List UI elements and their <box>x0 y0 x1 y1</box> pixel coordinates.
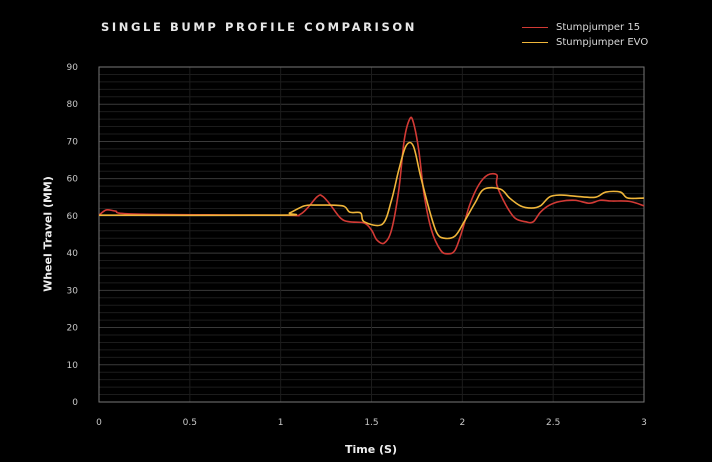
y-tick-label: 10 <box>67 361 79 371</box>
x-axis-label: Time (S) <box>344 443 398 456</box>
x-tick-label: 2 <box>459 418 465 428</box>
y-tick-label: 20 <box>67 324 79 334</box>
y-tick-label: 90 <box>67 63 79 73</box>
legend-swatch-red <box>522 26 548 29</box>
grid <box>98 66 645 403</box>
legend-swatch-yellow <box>522 41 548 44</box>
series-line-stumpjumper-15 <box>98 116 645 255</box>
y-tick-label: 70 <box>67 137 79 147</box>
legend-item-stumpjumper-15: Stumpjumper 15 <box>522 20 648 35</box>
x-tick-label: 2.5 <box>546 418 560 428</box>
y-tick-label: 80 <box>67 100 79 110</box>
y-tick-label: 0 <box>72 398 78 408</box>
x-tick-label: 1 <box>278 418 284 428</box>
x-tick-label: 1.5 <box>364 418 378 428</box>
tick-labels: 0 10 20 30 40 60 60 70 80 90 0 0.5 1 1.5 2 2.5 3 <box>67 63 647 428</box>
chart-title: SINGLE BUMP PROFILE COMPARISON <box>101 20 417 34</box>
legend: Stumpjumper 15 Stumpjumper EVO <box>522 20 648 50</box>
data-lines <box>98 116 645 255</box>
y-tick-label: 60 <box>67 175 79 185</box>
y-tick-label: 30 <box>67 286 79 296</box>
x-tick-label: 0 <box>96 418 102 428</box>
legend-item-stumpjumper-evo: Stumpjumper EVO <box>522 35 648 50</box>
y-tick-label: 60 <box>67 212 79 222</box>
legend-label: Stumpjumper EVO <box>556 37 649 48</box>
series-line-stumpjumper-evo <box>98 141 645 240</box>
legend-label: Stumpjumper 15 <box>556 22 641 33</box>
x-tick-label: 3 <box>641 418 647 428</box>
axis-frame <box>98 66 645 403</box>
y-axis-label: Wheel Travel (MM) <box>41 176 55 292</box>
x-tick-label: 0.5 <box>183 418 197 428</box>
axes <box>98 66 645 403</box>
y-tick-label: 40 <box>67 249 79 259</box>
